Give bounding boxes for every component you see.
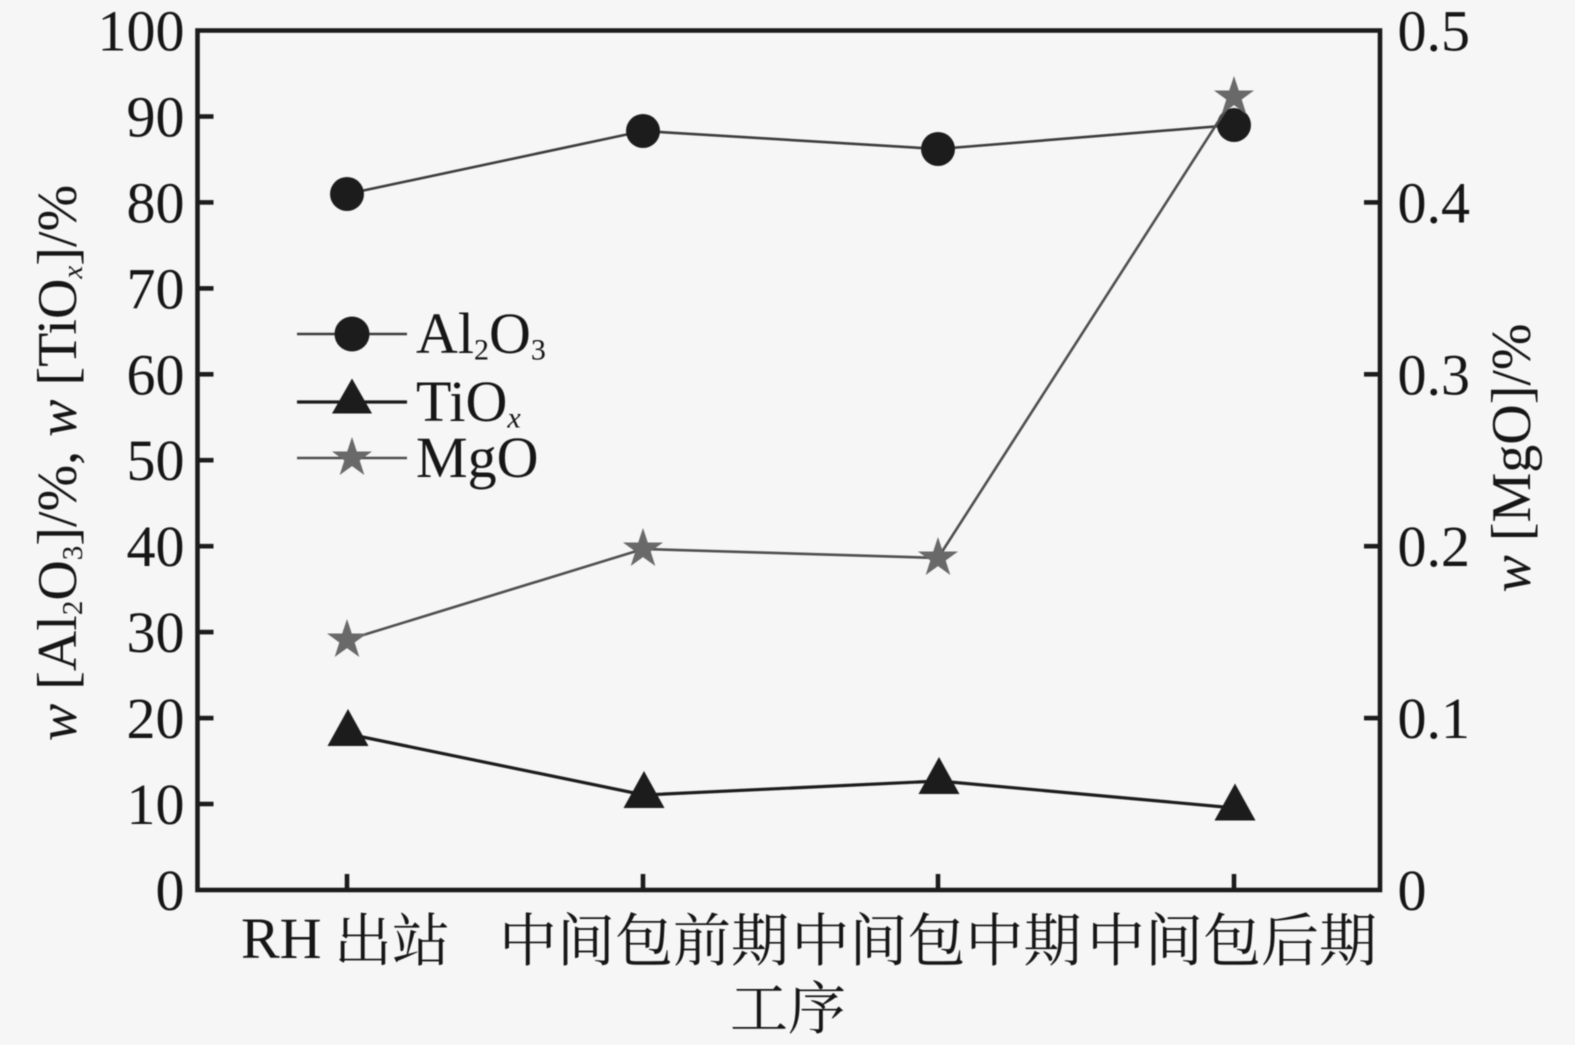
svg-text:0.4: 0.4 <box>1398 170 1471 235</box>
svg-text:80: 80 <box>127 170 185 235</box>
svg-text:60: 60 <box>127 342 185 407</box>
svg-text:50: 50 <box>127 428 185 493</box>
svg-text:20: 20 <box>127 686 185 751</box>
svg-text:0.3: 0.3 <box>1398 342 1471 407</box>
svg-text:90: 90 <box>127 85 185 150</box>
svg-text:70: 70 <box>127 256 185 321</box>
svg-text:10: 10 <box>127 772 185 837</box>
svg-text:TiOx: TiOx <box>416 369 521 434</box>
svg-text:MgO: MgO <box>416 425 538 490</box>
svg-text:30: 30 <box>127 600 185 665</box>
svg-text:0.2: 0.2 <box>1398 514 1471 579</box>
svg-text:100: 100 <box>98 0 185 64</box>
svg-text:40: 40 <box>127 514 185 579</box>
svg-text:Al2O3: Al2O3 <box>416 301 546 366</box>
svg-text:0.5: 0.5 <box>1398 0 1471 64</box>
svg-text:0.1: 0.1 <box>1398 686 1471 751</box>
svg-text:RH: RH <box>241 906 322 971</box>
svg-text:0: 0 <box>156 858 185 923</box>
svg-text:w [Al2O3]/%, w [TiOx]/%: w [Al2O3]/%, w [TiOx]/% <box>27 185 89 741</box>
svg-text:w [MgO]/%: w [MgO]/% <box>1481 323 1543 592</box>
svg-text:0: 0 <box>1398 858 1427 923</box>
